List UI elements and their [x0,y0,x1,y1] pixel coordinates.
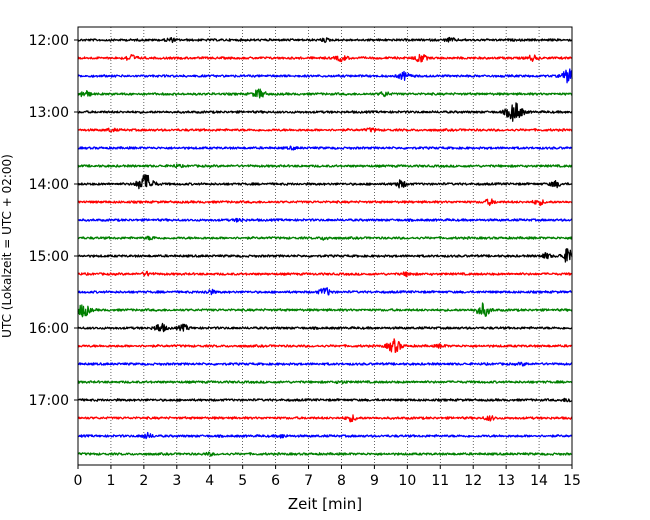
x-tick-label: 8 [337,473,346,489]
x-tick-label: 10 [398,473,416,489]
trace-1215 [77,53,573,63]
trace-1230 [77,68,573,84]
trace-1345 [77,163,573,169]
trace-1700 [77,397,573,403]
vertical-grid [110,27,540,465]
x-tick-label: 11 [431,473,449,489]
x-tick-label: 6 [271,473,280,489]
trace-1530 [77,287,573,296]
trace-1315 [77,127,573,133]
trace-1400 [77,174,573,190]
trace-1745 [77,451,573,457]
trace-1430 [77,217,573,223]
trace-1300 [77,102,573,122]
trace-1645 [77,380,573,385]
y-tick-label: 15:00 [29,249,69,265]
trace-1715 [77,414,573,423]
trace-1615 [77,338,573,353]
y-tick-label: 12:00 [29,33,69,49]
trace-1630 [77,361,573,367]
trace-1245 [77,88,573,99]
x-tick-label: 1 [106,473,115,489]
trace-1445 [77,235,573,241]
y-tick-label: 14:00 [29,177,69,193]
x-tick-label: 0 [74,473,83,489]
y-axis-label: UTC (Lokalzeit = UTC + 02:00) [0,154,14,338]
plot-frame [77,26,573,466]
x-axis-label: Zeit [min] [288,495,362,513]
trace-1515 [77,270,573,278]
trace-1600 [77,322,573,333]
y-tick-label: 17:00 [29,393,69,409]
y-tick-label: 13:00 [29,105,69,121]
trace-1200 [77,36,573,44]
trace-group [77,36,573,457]
plot-background [78,27,572,465]
x-axis-ticks: 0 1 2 3 4 5 6 7 8 9 10 11 12 13 14 15 [74,465,581,489]
x-tick-label: 15 [563,473,581,489]
x-tick-label: 9 [370,473,379,489]
trace-1730 [77,431,573,440]
trace-1330 [77,145,573,151]
x-tick-label: 5 [238,473,247,489]
x-tick-label: 12 [464,473,482,489]
x-tick-label: 4 [205,473,214,489]
x-tick-label: 2 [139,473,148,489]
x-tick-label: 3 [172,473,181,489]
x-tick-label: 13 [497,473,515,489]
trace-1415 [77,198,573,207]
y-axis-ticks: 12:00 13:00 14:00 15:00 16:00 17:00 [29,33,78,409]
y-tick-label: 16:00 [29,321,69,337]
trace-1500 [77,248,573,263]
trace-1545 [77,302,573,318]
x-tick-label: 7 [304,473,313,489]
x-tick-label: 14 [530,473,548,489]
